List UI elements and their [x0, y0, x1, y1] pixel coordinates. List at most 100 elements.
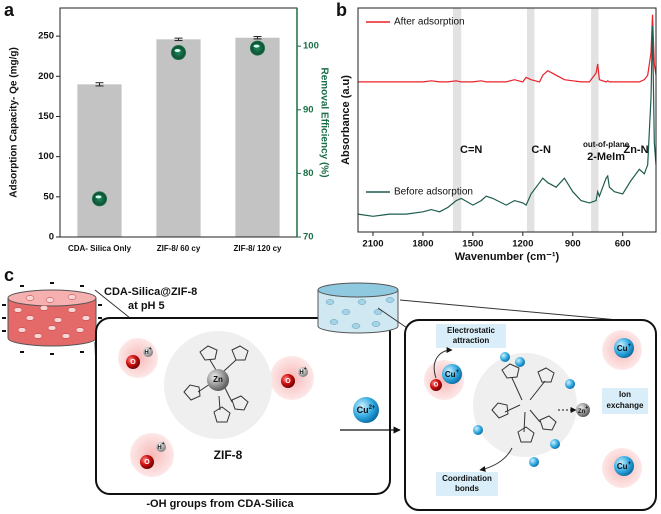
y-tick-label: 0	[49, 232, 54, 243]
atom-label: O	[144, 459, 150, 466]
ion-symbol: Cu	[617, 344, 628, 353]
atom-symbol: H	[144, 350, 148, 356]
y-tick-label: 50	[43, 191, 54, 202]
ion-label: Cu+	[445, 369, 460, 380]
copper-ion: Cu+	[442, 364, 462, 384]
y-tick-label: 100	[38, 151, 54, 162]
y2-axis-label: Removal Efficiency (%)	[318, 67, 329, 177]
efficiency-point	[92, 191, 107, 207]
legend-label: After adsorption	[394, 17, 465, 28]
bar	[235, 37, 280, 237]
cylinder	[2, 282, 102, 355]
point-highlight	[174, 49, 181, 53]
diagram-right: Electrostatic attraction Ion exchange Co…	[317, 282, 657, 511]
y2-tick-label: 100	[303, 41, 319, 52]
y2-tick-label: 70	[303, 232, 314, 243]
mechanism-box	[602, 388, 648, 414]
spectrum-line	[357, 25, 657, 217]
reagent: Cu2+	[340, 397, 401, 434]
zif-structure: Zn	[164, 331, 272, 439]
y2-tick-label: 80	[303, 168, 314, 179]
x-axis-label: Wavenumber (cm⁻¹)	[455, 251, 560, 263]
atom-charge: +	[149, 346, 152, 352]
atom-label: O	[130, 359, 136, 366]
mechanism-label: attraction	[453, 336, 490, 345]
annotation: Zn-N	[623, 144, 648, 156]
ion-charge: +	[628, 461, 632, 467]
ion-charge: +	[585, 405, 588, 411]
efficiency-point	[171, 45, 186, 61]
atom-label: H+	[157, 441, 164, 450]
y-axis-label: Adsorption Capacity- Qe (mg/g)	[9, 47, 20, 198]
mechanism-box	[436, 324, 506, 348]
x-tick-label: ZIF-8/ 60 cy	[157, 244, 201, 253]
ion-label: Zn+	[578, 405, 588, 414]
y-axis-label: Absorbance (a.u)	[340, 75, 352, 165]
ion-charge: +	[456, 369, 460, 375]
ion-symbol: Cu	[445, 370, 456, 379]
ion-charge: +	[628, 343, 632, 349]
copper-ion: Cu+	[614, 456, 634, 476]
atom-symbol: H	[299, 370, 303, 376]
annotation: C=N	[460, 144, 482, 156]
ion-symbol: Cu	[617, 462, 628, 471]
point-highlight	[253, 44, 260, 48]
panel-label: a	[4, 0, 15, 20]
ion-label: Cu2+	[357, 405, 376, 416]
spectrum-line	[358, 14, 657, 83]
framework-label: ZIF-8	[214, 448, 243, 462]
material-label: CDA-Silica@ZIF-8	[104, 286, 197, 298]
y-tick-label: 200	[38, 71, 54, 82]
x-tick-label: 1200	[512, 239, 533, 250]
hydroxyl: O H+	[130, 433, 174, 477]
y-tick-label: 150	[38, 111, 54, 122]
ion-charge: 2+	[369, 405, 376, 411]
atom-label: O	[285, 378, 291, 385]
annotation: C-N	[531, 144, 551, 156]
x-tick-label: 900	[565, 239, 581, 250]
hydroxyl: O H+	[270, 356, 314, 400]
x-tick-label: 600	[615, 239, 631, 250]
ion-symbol: Cu	[357, 405, 369, 415]
atom-symbol: H	[157, 445, 161, 451]
copper-ion: Cu+	[614, 338, 634, 358]
cylinder	[317, 282, 399, 334]
mechanism-label: Coordination	[442, 474, 492, 483]
x-tick-label: 1500	[462, 239, 483, 250]
panel-label: c	[4, 265, 14, 285]
mechanism-label: exchange	[607, 401, 644, 410]
legend-label: Before adsorption	[394, 187, 473, 198]
mechanism-box	[436, 472, 498, 496]
groups-label: -OH groups from CDA-Silica	[146, 498, 294, 510]
x-tick-label: 2100	[362, 239, 383, 250]
x-tick-label: ZIF-8/ 120 cy	[233, 244, 282, 253]
bar	[77, 84, 122, 237]
diagram-left: CDA-Silica@ZIF-8 at pH 5 O H+ O H+ O H+ …	[2, 282, 391, 510]
atom-label: H+	[144, 346, 151, 355]
mechanism-label: Ion	[619, 390, 631, 399]
zinc-ion: Zn+	[576, 403, 590, 417]
atom-charge: +	[304, 366, 307, 372]
x-tick-label: CDA- Silica Only	[68, 244, 132, 253]
material-label: at pH 5	[128, 300, 165, 312]
ion-label: Cu+	[617, 343, 632, 354]
band	[452, 8, 462, 232]
band	[591, 8, 599, 232]
bar	[156, 39, 201, 238]
y2-tick-label: 90	[303, 104, 314, 115]
band	[526, 8, 535, 232]
zif-structure	[473, 353, 577, 472]
mechanism-label: bonds	[455, 484, 480, 493]
mechanism-label: Electrostatic	[447, 326, 496, 335]
y-tick-label: 250	[38, 31, 54, 42]
atom-charge: +	[162, 441, 165, 447]
ion-label: Cu+	[617, 461, 632, 472]
x-tick-label: 1800	[412, 239, 433, 250]
atom-label: H+	[299, 366, 306, 375]
plot-frame	[357, 7, 657, 233]
atom-label: O	[434, 383, 439, 389]
point-highlight	[95, 195, 102, 199]
efficiency-point	[250, 40, 265, 56]
panel-label: b	[336, 0, 347, 20]
